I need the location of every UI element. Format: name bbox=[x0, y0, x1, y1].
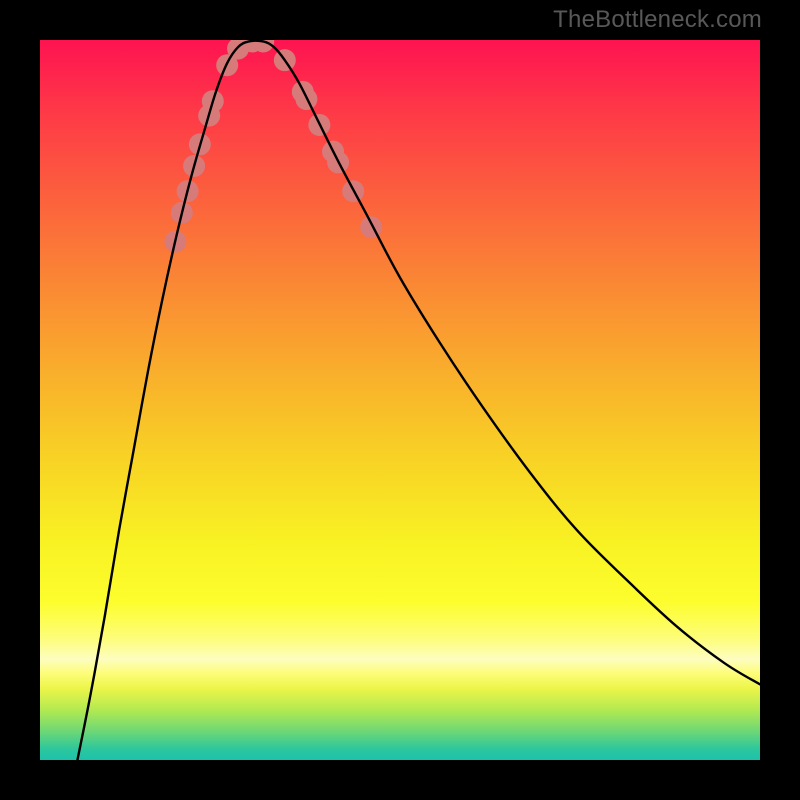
bottleneck-curve-line bbox=[77, 41, 760, 760]
stage: TheBottleneck.com bbox=[0, 0, 800, 800]
plot-area bbox=[40, 40, 760, 760]
curve-overlay bbox=[40, 40, 760, 760]
markers-group bbox=[164, 40, 382, 253]
marker-dot bbox=[360, 216, 382, 238]
watermark-text: TheBottleneck.com bbox=[553, 6, 762, 34]
